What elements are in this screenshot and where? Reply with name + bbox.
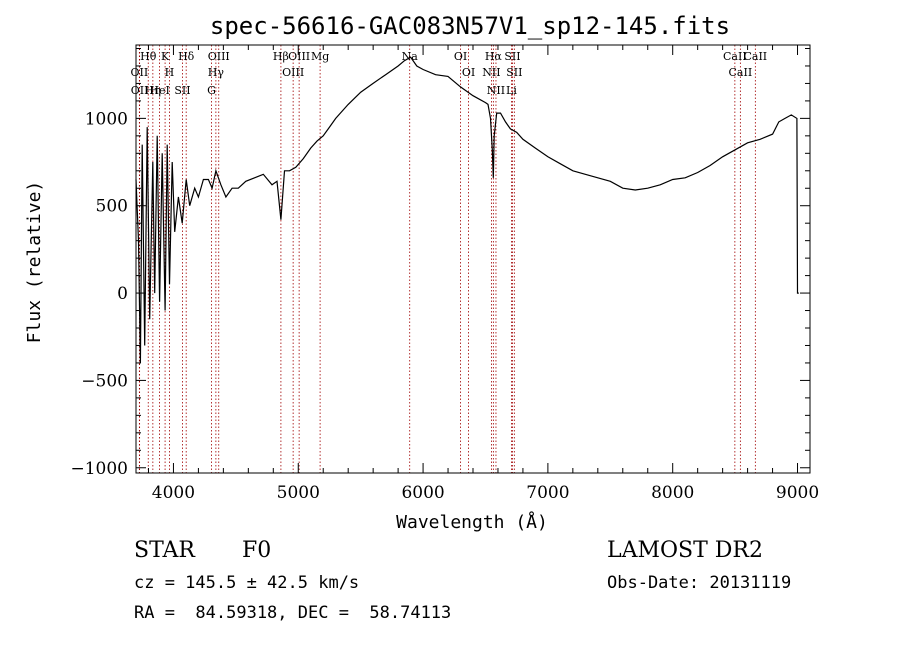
y-tick-label: 1000 xyxy=(85,109,128,129)
y-tick-label: 500 xyxy=(96,197,128,217)
survey-name: LAMOST DR2 xyxy=(607,538,763,563)
line-marker-label: OIII xyxy=(282,66,304,79)
line-marker-label: Li xyxy=(506,84,517,97)
line-marker-label: Hγ xyxy=(208,66,225,79)
line-marker-label: Mg xyxy=(311,50,329,63)
object-class: STAR xyxy=(134,538,195,563)
x-tick-label: 4000 xyxy=(152,483,195,503)
line-marker-label: OI xyxy=(462,66,475,79)
line-marker-label: NII xyxy=(482,66,500,79)
line-marker-label: Hη xyxy=(145,84,161,97)
line-marker-label: Hθ xyxy=(140,50,157,63)
line-marker-label: G xyxy=(207,84,216,97)
line-markers xyxy=(138,45,756,473)
object-subclass: F0 xyxy=(242,538,272,563)
observation-date: Obs-Date: 20131119 xyxy=(607,573,792,593)
line-marker-label: OI xyxy=(454,50,467,63)
line-marker-label: SII xyxy=(504,50,520,63)
line-marker-label: K xyxy=(161,50,170,63)
line-marker-label: CaII xyxy=(729,66,753,79)
x-tick-label: 6000 xyxy=(401,483,444,503)
x-axis-ticks: 4000 5000 6000 7000 8000 9000 xyxy=(147,45,819,503)
line-marker-label: Hβ xyxy=(273,50,289,63)
chart-title: spec-56616-GAC083N57V1_sp12-145.fits xyxy=(210,12,730,40)
y-tick-label: −1000 xyxy=(70,459,128,479)
line-marker-label: OIII xyxy=(208,50,230,63)
line-marker-label: OII xyxy=(131,84,149,97)
line-marker-label: H xyxy=(165,66,175,79)
x-tick-label: 8000 xyxy=(651,483,694,503)
line-marker-label: CaII xyxy=(723,50,747,63)
y-axis-ticks: −1000 −500 0 500 1000 xyxy=(70,47,810,479)
x-tick-label: 5000 xyxy=(277,483,320,503)
line-marker-label: Hδ xyxy=(178,50,195,63)
line-marker-label: OII xyxy=(131,66,149,79)
y-tick-label: −500 xyxy=(81,371,128,391)
line-marker-label: SII xyxy=(506,66,522,79)
coordinates: RA = 84.59318, DEC = 58.74113 xyxy=(134,603,452,623)
y-axis-label: Flux (relative) xyxy=(24,181,45,344)
line-marker-label: CaII xyxy=(743,50,767,63)
x-axis-label: Wavelength (Å) xyxy=(396,511,548,533)
line-marker-label: Hα xyxy=(485,50,503,63)
line-marker-label: OIII xyxy=(288,50,310,63)
redshift-info: cz = 145.5 ± 42.5 km/s xyxy=(134,573,360,593)
y-tick-label: 0 xyxy=(117,284,128,304)
x-tick-label: 9000 xyxy=(776,483,819,503)
spectrum-line xyxy=(135,56,799,363)
plot-frame xyxy=(135,44,811,474)
line-marker-label: HeI xyxy=(149,84,169,97)
line-marker-label: SII xyxy=(174,84,190,97)
x-tick-label: 7000 xyxy=(526,483,569,503)
line-marker-label: NII xyxy=(487,84,505,97)
